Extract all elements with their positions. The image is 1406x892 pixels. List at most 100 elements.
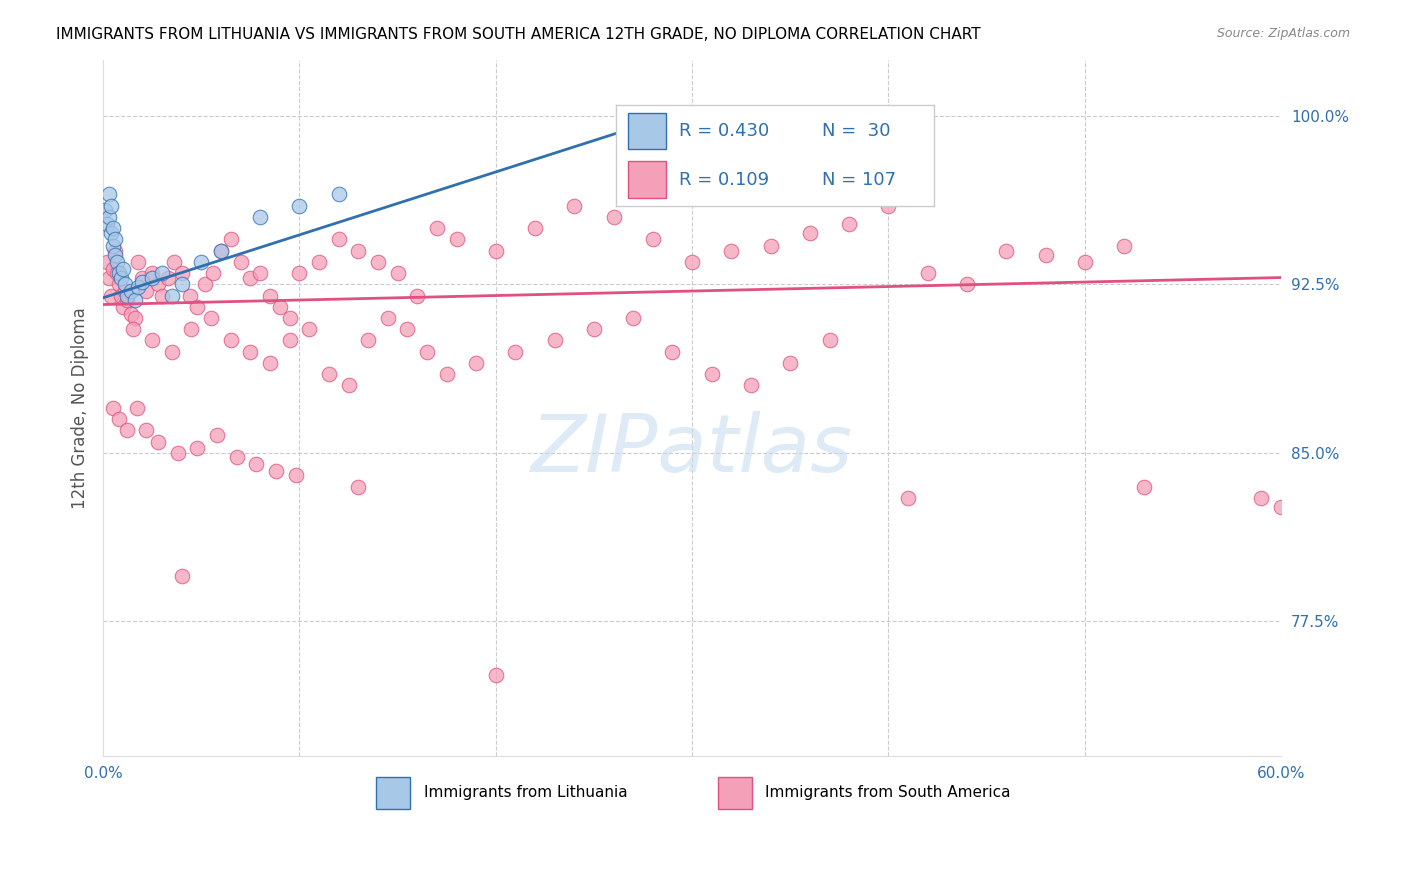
Point bbox=[114, 284, 136, 298]
Point bbox=[582, 322, 605, 336]
Point bbox=[1035, 248, 1057, 262]
Point bbox=[105, 255, 128, 269]
Point bbox=[328, 187, 350, 202]
Point bbox=[347, 479, 370, 493]
Point bbox=[200, 311, 222, 326]
Point bbox=[115, 423, 138, 437]
Point bbox=[377, 311, 399, 326]
Point bbox=[120, 284, 142, 298]
Point bbox=[180, 322, 202, 336]
Point bbox=[190, 255, 212, 269]
Point bbox=[115, 288, 138, 302]
Point bbox=[179, 288, 201, 302]
Point bbox=[562, 199, 585, 213]
Point bbox=[186, 442, 208, 456]
Point bbox=[94, 203, 117, 218]
Point bbox=[121, 322, 143, 336]
Point bbox=[111, 261, 134, 276]
Point bbox=[150, 288, 173, 302]
Point bbox=[416, 344, 439, 359]
Point bbox=[135, 423, 157, 437]
Point bbox=[98, 210, 121, 224]
Point bbox=[209, 244, 232, 258]
Point bbox=[524, 221, 547, 235]
Point bbox=[163, 255, 186, 269]
Text: Source: ZipAtlas.com: Source: ZipAtlas.com bbox=[1216, 27, 1350, 40]
Point bbox=[141, 270, 163, 285]
Point bbox=[110, 288, 132, 302]
Point bbox=[284, 468, 307, 483]
Point bbox=[131, 275, 153, 289]
Point bbox=[101, 239, 124, 253]
Point bbox=[259, 356, 281, 370]
Point bbox=[264, 464, 287, 478]
Point bbox=[337, 378, 360, 392]
Point bbox=[661, 344, 683, 359]
Point bbox=[995, 244, 1018, 258]
Point bbox=[124, 311, 146, 326]
Point bbox=[288, 266, 311, 280]
Point bbox=[308, 255, 330, 269]
Point bbox=[202, 266, 225, 280]
Point bbox=[125, 401, 148, 415]
Point bbox=[96, 255, 118, 269]
Point bbox=[146, 277, 169, 292]
Point bbox=[621, 311, 644, 326]
Point bbox=[108, 266, 131, 280]
Point bbox=[505, 344, 527, 359]
Point bbox=[98, 270, 121, 285]
Point bbox=[160, 344, 183, 359]
Point bbox=[141, 266, 163, 280]
Point bbox=[115, 293, 138, 307]
Point bbox=[799, 226, 821, 240]
Point bbox=[661, 109, 683, 123]
Point bbox=[278, 334, 301, 348]
Point bbox=[141, 334, 163, 348]
Point bbox=[544, 334, 567, 348]
Point bbox=[166, 446, 188, 460]
Point bbox=[170, 277, 193, 292]
Point bbox=[956, 277, 979, 292]
Point bbox=[838, 217, 860, 231]
Point bbox=[96, 217, 118, 231]
Text: ZIPatlas: ZIPatlas bbox=[531, 410, 853, 489]
Point bbox=[160, 288, 183, 302]
Point bbox=[426, 221, 449, 235]
Point bbox=[110, 270, 132, 285]
Point bbox=[357, 334, 380, 348]
Point bbox=[259, 288, 281, 302]
Point bbox=[278, 311, 301, 326]
Point bbox=[387, 266, 409, 280]
Point bbox=[1132, 479, 1154, 493]
Point bbox=[100, 288, 122, 302]
Point bbox=[1250, 491, 1272, 505]
Point bbox=[759, 239, 782, 253]
Point bbox=[406, 288, 429, 302]
Point bbox=[700, 367, 723, 381]
Y-axis label: 12th Grade, No Diploma: 12th Grade, No Diploma bbox=[72, 307, 89, 508]
Point bbox=[328, 232, 350, 246]
Point bbox=[170, 266, 193, 280]
Point bbox=[396, 322, 419, 336]
Point bbox=[146, 434, 169, 449]
Point bbox=[779, 356, 801, 370]
Point bbox=[127, 255, 149, 269]
Point bbox=[436, 367, 458, 381]
Point bbox=[111, 300, 134, 314]
Point bbox=[641, 232, 664, 246]
Point bbox=[127, 279, 149, 293]
Point bbox=[720, 244, 742, 258]
Point bbox=[219, 334, 242, 348]
Point bbox=[104, 232, 127, 246]
Point bbox=[101, 401, 124, 415]
Point bbox=[194, 277, 217, 292]
Point bbox=[104, 244, 127, 258]
Point bbox=[239, 270, 262, 285]
Point bbox=[101, 261, 124, 276]
Point bbox=[681, 255, 703, 269]
Point bbox=[219, 232, 242, 246]
Point bbox=[108, 412, 131, 426]
Point bbox=[818, 334, 841, 348]
Point bbox=[485, 244, 508, 258]
Point bbox=[209, 244, 232, 258]
